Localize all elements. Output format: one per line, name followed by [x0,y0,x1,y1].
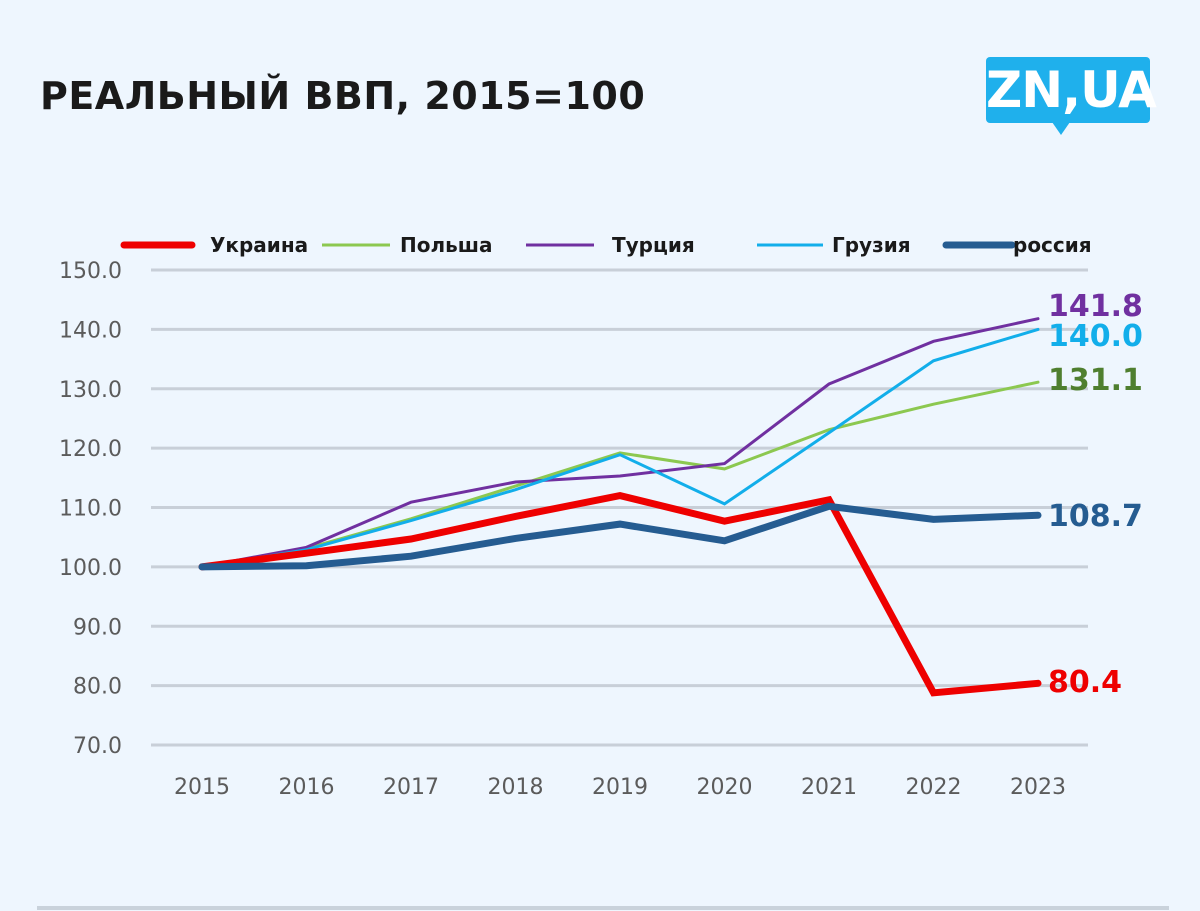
x-tick-label: 2018 [488,775,544,800]
zn-ua-logo: ZN,UA [986,57,1157,123]
end-value-label: 131.1 [1048,363,1143,398]
series-line-3 [200,317,1040,569]
y-axis-ticks: 150.0 140.0 130.0 120.0 110.0 100.0 90.0 80.0 70… [59,259,122,759]
x-tick-label: 2022 [906,775,962,800]
legend-label: Турция [612,233,695,257]
legend-label: Польша [400,233,493,257]
y-tick-label: 70.0 [73,734,122,759]
legend-label: Грузия [832,233,911,257]
end-value-label: 108.7 [1048,499,1143,534]
legend-item-5: россия [942,233,1092,257]
y-tick-label: 120.0 [59,437,122,462]
series-line-5 [198,502,1042,571]
x-tick-label: 2019 [592,775,648,800]
end-value-label: 141.8 [1048,289,1143,324]
y-tick-label: 140.0 [59,318,122,343]
end-value-label: 140.0 [1048,319,1143,354]
legend: Украина Польша Турция Грузия россия [120,233,1092,257]
x-tick-label: 2023 [1010,775,1066,800]
x-tick-label: 2021 [801,775,857,800]
legend-item-2: Польша [322,233,493,257]
legend-label: россия [1013,233,1092,257]
y-tick-label: 130.0 [59,378,122,403]
series-line-4 [200,327,1040,569]
y-tick-label: 110.0 [59,497,122,522]
series-line-1 [198,492,1042,697]
legend-item-4: Грузия [757,233,911,257]
footer-divider [37,906,1169,910]
x-axis-ticks: 2015 2016 2017 2018 2019 2020 2021 2022 2023 [174,775,1066,800]
y-tick-label: 100.0 [59,556,122,581]
y-tick-label: 150.0 [59,259,122,284]
chart-title: РЕАЛЬНЫЙ ВВП, 2015=100 [40,74,646,118]
gridlines [151,268,1088,747]
y-tick-label: 90.0 [73,615,122,640]
x-tick-label: 2016 [279,775,335,800]
x-tick-label: 2015 [174,775,230,800]
logo-speech-tail [1052,122,1070,135]
series-lines [198,317,1042,697]
y-tick-label: 80.0 [73,675,122,700]
legend-label: Украина [210,233,308,257]
legend-item-1: Украина [120,233,308,257]
x-tick-label: 2017 [383,775,439,800]
end-value-label: 80.4 [1048,665,1122,700]
x-tick-label: 2020 [697,775,753,800]
legend-item-3: Турция [526,233,695,257]
